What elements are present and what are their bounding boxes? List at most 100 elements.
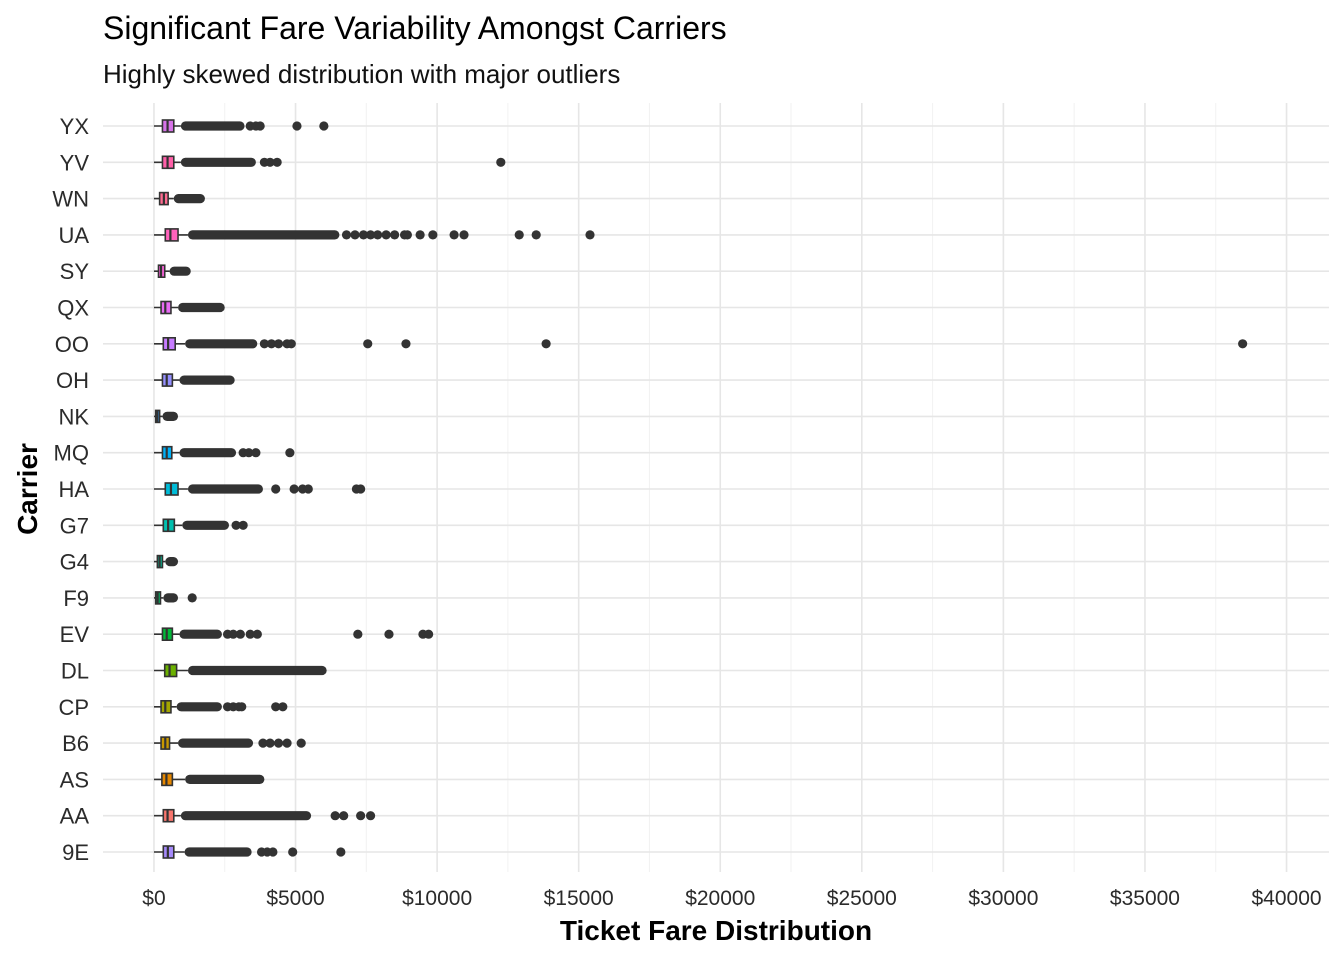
box-nk: [153, 409, 179, 424]
outlier-point: [278, 702, 288, 712]
x-tick-label: $20000: [685, 887, 755, 910]
box-oh: [153, 373, 235, 387]
outlier-point: [251, 448, 261, 458]
box-ev: [153, 627, 434, 642]
x-tick-label: $25000: [827, 887, 897, 910]
box-b6: [153, 736, 306, 750]
y-tick-label: SY: [60, 259, 90, 284]
outlier-point: [531, 230, 541, 240]
outlier-point: [353, 629, 363, 639]
outlier-point: [365, 811, 376, 821]
outlier-cluster: [179, 375, 235, 385]
y-tick-label: AA: [60, 804, 90, 829]
outlier-point: [187, 593, 197, 603]
outlier-point: [363, 339, 373, 349]
outlier-cluster: [179, 448, 237, 458]
outlier-cluster: [187, 484, 263, 494]
box-f9: [153, 591, 197, 605]
outlier-cluster: [185, 774, 265, 784]
box-g4: [153, 554, 179, 569]
box-mq: [153, 445, 295, 460]
y-tick-label: G4: [60, 550, 89, 575]
y-tick-label: MQ: [54, 441, 89, 466]
y-tick-label: DL: [61, 659, 89, 684]
x-tick-label: $35000: [1110, 887, 1180, 910]
outlier-point: [255, 121, 265, 131]
y-tick-label: UA: [58, 223, 89, 248]
x-tick-label: $40000: [1251, 887, 1321, 910]
chart-subtitle: Highly skewed distribution with major ou…: [103, 59, 621, 89]
outlier-point: [514, 230, 524, 240]
outlier-point: [273, 339, 284, 349]
outlier-cluster: [178, 738, 254, 748]
outlier-point: [266, 339, 277, 349]
outlier-cluster: [182, 520, 229, 530]
x-tick-label: $0: [142, 887, 165, 910]
outlier-cluster: [180, 811, 312, 821]
outlier-point: [238, 520, 248, 530]
outlier-point: [339, 811, 349, 821]
box-wn: [153, 191, 205, 206]
outlier-cluster: [165, 557, 179, 567]
box-g7: [153, 518, 248, 533]
y-tick-label: EV: [60, 622, 90, 647]
outlier-point: [245, 629, 255, 639]
y-tick-label: OH: [56, 368, 89, 393]
outlier-cluster: [178, 302, 225, 313]
box-ua: [153, 228, 595, 242]
outlier-point: [296, 738, 306, 748]
x-tick-label: $30000: [968, 887, 1038, 910]
y-axis-title: Carrier: [12, 443, 43, 535]
outlier-point: [237, 702, 247, 712]
y-tick-label: B6: [62, 731, 89, 756]
outlier-point: [459, 230, 469, 240]
outlier-cluster: [187, 230, 340, 240]
outlier-cluster: [184, 847, 252, 857]
y-tick-label: WN: [52, 187, 89, 212]
outlier-cluster: [187, 665, 327, 676]
outlier-point: [273, 738, 284, 748]
x-axis-title: Ticket Fare Distribution: [560, 915, 872, 946]
box-as: [153, 772, 265, 787]
outlier-point: [271, 484, 281, 494]
outlier-cluster: [180, 157, 256, 167]
outlier-cluster: [179, 629, 222, 639]
box-dl: [153, 663, 327, 678]
outlier-point: [286, 339, 296, 349]
grid: [103, 103, 1329, 872]
outlier-cluster: [176, 702, 222, 712]
box-yv: [153, 155, 506, 170]
outlier-point: [282, 738, 292, 748]
outlier-point: [1238, 339, 1248, 349]
outlier-point: [268, 847, 278, 857]
outlier-point: [358, 230, 369, 240]
outlier-point: [271, 702, 281, 712]
outlier-point: [303, 484, 313, 494]
outlier-point: [424, 629, 434, 639]
y-tick-label: AS: [60, 767, 89, 792]
outlier-point: [289, 484, 299, 494]
y-tick-label: YV: [60, 150, 90, 175]
axis-labels: $0 $5000 $10000 $15000 $20000 $25000 $30000 $35…: [52, 114, 1321, 910]
outlier-cluster: [185, 339, 258, 349]
outlier-point: [252, 629, 262, 639]
outlier-point: [381, 230, 391, 240]
outlier-point: [272, 157, 282, 167]
outlier-point: [356, 811, 366, 821]
outlier-point: [228, 629, 238, 639]
outlier-point: [541, 339, 551, 349]
outlier-point: [319, 121, 329, 131]
outlier-cluster: [162, 411, 179, 421]
outlier-point: [292, 121, 302, 131]
outlier-cluster: [180, 121, 245, 131]
box-cp: [153, 699, 288, 714]
box-9e: [153, 845, 346, 859]
outlier-point: [365, 230, 376, 240]
outlier-point: [265, 738, 275, 748]
y-tick-label: HA: [58, 477, 89, 502]
outlier-point: [585, 230, 595, 240]
iqr-box: [162, 336, 177, 351]
outlier-point: [390, 230, 400, 240]
outlier-point: [330, 811, 340, 821]
